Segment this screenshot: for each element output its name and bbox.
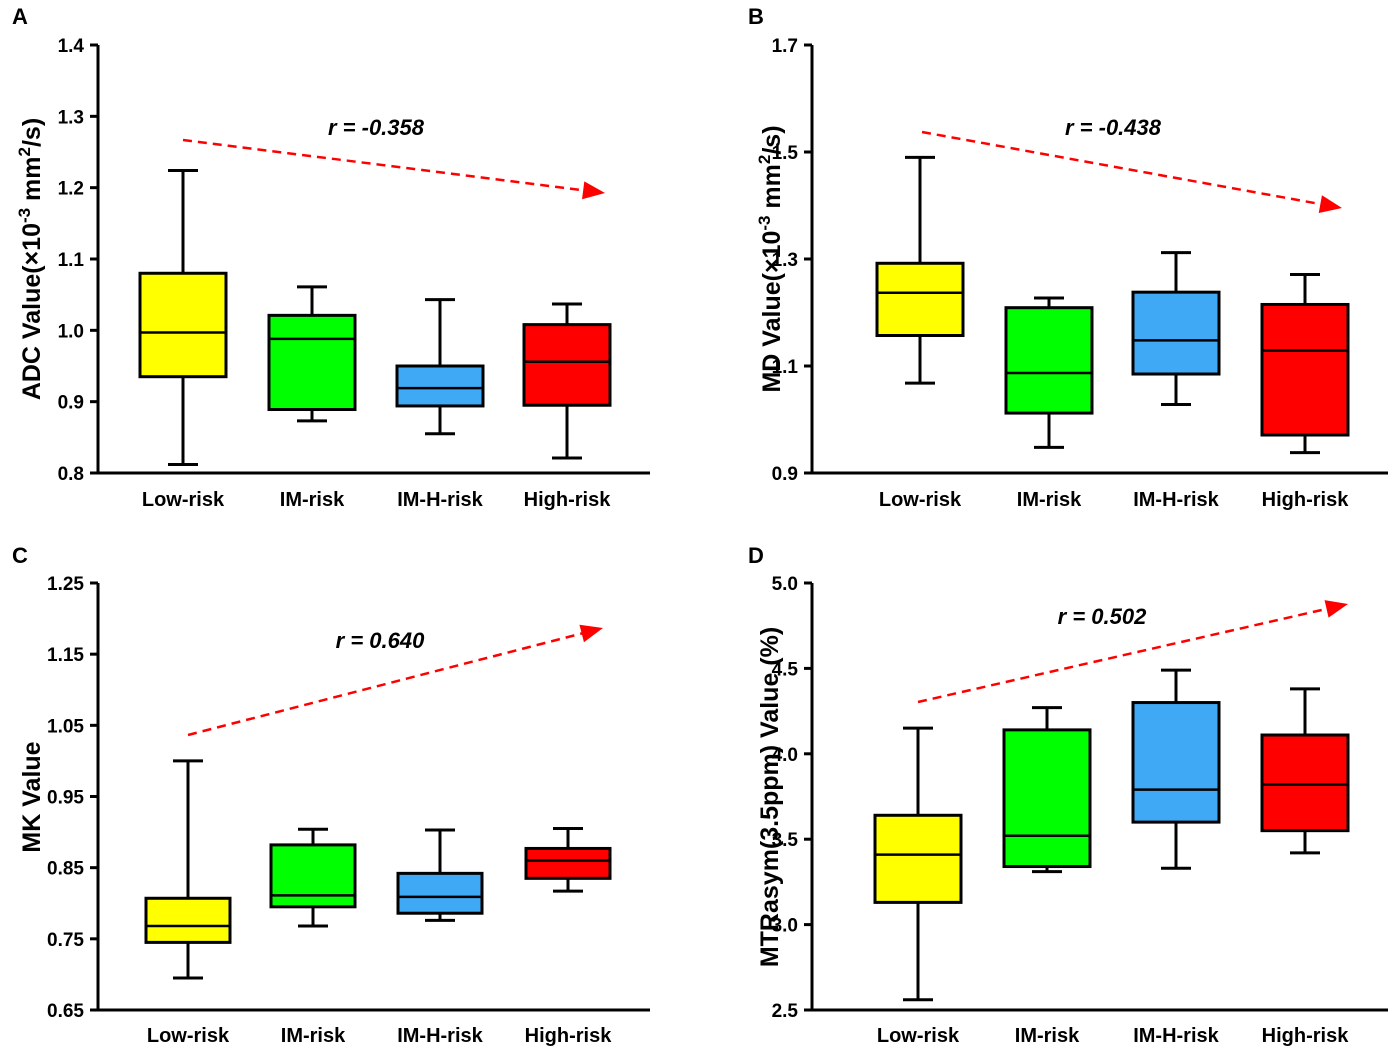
y-tick-label: 5.0: [772, 574, 798, 595]
y-tick-label: 1.25: [47, 574, 84, 595]
y-tick-label: 1.3: [58, 107, 84, 128]
box-high-risk: [524, 827, 612, 893]
panel-c: C 0.65 0.75 0.85 0.95 1.05 1.15 1.25 Low-risk IM-…: [12, 543, 650, 1047]
x-tick-label: IM-H-risk: [397, 489, 483, 511]
trend-arrow: [182, 138, 588, 192]
box-iqr: [873, 813, 963, 904]
y-tick-label: 0.9: [772, 464, 798, 485]
x-tick-label: High-risk: [1262, 489, 1350, 511]
y-tick-label: 0.65: [47, 1001, 84, 1022]
x-tick-label: Low-risk: [877, 1025, 960, 1047]
x-tick-label: High-risk: [1262, 1025, 1350, 1047]
panel-b: B 0.9 1.1 1.3 1.5 1.7 Low-risk IM-risk IM-H-risk…: [748, 4, 1388, 511]
x-tick-label: High-risk: [524, 489, 612, 511]
y-tick-label: 1.05: [47, 716, 84, 737]
box-high-risk: [1260, 687, 1350, 855]
box-iqr: [1131, 290, 1221, 376]
y-tick-label: 1.7: [772, 36, 798, 57]
trend-arrow: [917, 606, 1331, 704]
panel-label: C: [12, 543, 28, 568]
x-tick-label: IM-risk: [1017, 489, 1082, 511]
box-im-h-risk: [395, 298, 485, 436]
correlation-annotation: r = 0.640: [336, 628, 425, 653]
y-tick-label: 0.75: [47, 930, 84, 951]
y-axis-label: ADC Value(×10-3 mm2/s): [15, 118, 46, 400]
trend-arrow-head: [1324, 600, 1348, 618]
panel-label: B: [748, 4, 764, 29]
x-tick-label: IM-H-risk: [397, 1025, 483, 1047]
y-tick-label: 4.5: [772, 659, 799, 680]
trend-arrow-head: [582, 181, 605, 200]
x-tick-label: Low-risk: [142, 489, 225, 511]
box-iqr: [1004, 306, 1094, 415]
panel-a: A 0.8 0.9 1.0 1.1 1.2 1.3 1.4 Low-risk IM-risk IM-…: [12, 4, 650, 511]
y-tick-label: 1.5: [772, 143, 799, 164]
box-im-risk: [269, 827, 357, 928]
box-iqr: [1260, 733, 1350, 833]
y-tick-label: 3.5: [772, 830, 799, 851]
box-low-risk: [875, 155, 965, 385]
correlation-annotation: r = -0.438: [1065, 115, 1162, 140]
box-iqr: [269, 843, 357, 909]
y-axis-label: MD Value(×10-3 mm2/s): [755, 125, 786, 392]
box-low-risk: [873, 726, 963, 1002]
x-tick-label: IM-H-risk: [1133, 1025, 1219, 1047]
panel-label: D: [748, 543, 764, 568]
panel-label: A: [12, 4, 28, 29]
box-iqr: [1131, 701, 1221, 824]
box-im-h-risk: [1131, 251, 1221, 407]
y-tick-label: 1.2: [58, 179, 84, 200]
y-axis-label: MK Value: [18, 741, 46, 852]
panel-d: D 2.5 3.0 3.5 4.0 4.5 5.0 Low-risk IM-risk IM-H-r…: [748, 543, 1388, 1047]
box-iqr: [875, 261, 965, 338]
y-tick-label: 1.4: [58, 36, 85, 57]
y-tick-label: 1.0: [58, 321, 84, 342]
y-tick-label: 3.0: [772, 916, 798, 937]
y-tick-label: 0.95: [47, 788, 84, 809]
box-iqr: [144, 896, 232, 944]
box-im-risk: [1002, 706, 1092, 874]
y-tick-label: 0.8: [58, 464, 84, 485]
box-im-risk: [267, 285, 357, 423]
box-iqr: [522, 323, 612, 407]
box-iqr: [1260, 302, 1350, 437]
box-im-h-risk: [1131, 668, 1221, 870]
y-tick-label: 1.3: [772, 250, 798, 271]
trend-arrow-head: [1318, 195, 1342, 213]
trend-arrow: [187, 631, 586, 737]
box-im-h-risk: [396, 828, 484, 922]
box-iqr: [1002, 728, 1092, 869]
y-tick-label: 0.85: [47, 859, 84, 880]
box-low-risk: [144, 759, 232, 980]
y-tick-label: 1.15: [47, 645, 84, 666]
x-tick-label: IM-risk: [1015, 1025, 1080, 1047]
box-high-risk: [1260, 273, 1350, 455]
box-iqr: [138, 271, 228, 379]
box-im-risk: [1004, 296, 1094, 449]
y-tick-label: 2.5: [772, 1001, 799, 1022]
y-tick-label: 0.9: [58, 393, 84, 414]
trend-arrow: [921, 130, 1325, 206]
correlation-annotation: r = -0.358: [328, 115, 425, 140]
x-tick-label: High-risk: [525, 1025, 613, 1047]
box-high-risk: [522, 302, 612, 460]
x-tick-label: IM-H-risk: [1133, 489, 1219, 511]
x-tick-label: Low-risk: [147, 1025, 230, 1047]
x-tick-label: IM-risk: [280, 489, 345, 511]
trend-arrow-head: [579, 624, 603, 643]
x-tick-label: Low-risk: [879, 489, 962, 511]
box-iqr: [396, 871, 484, 915]
correlation-annotation: r = 0.502: [1058, 604, 1147, 629]
box-iqr: [524, 846, 612, 880]
y-tick-label: 1.1: [58, 250, 85, 271]
box-iqr: [267, 313, 357, 412]
y-tick-label: 4.0: [772, 745, 798, 766]
box-iqr: [395, 364, 485, 408]
y-tick-label: 1.1: [772, 357, 799, 378]
x-tick-label: IM-risk: [281, 1025, 346, 1047]
box-low-risk: [138, 169, 228, 466]
y-axis-label: MTRasym(3.5ppm) Value (%): [756, 627, 784, 967]
